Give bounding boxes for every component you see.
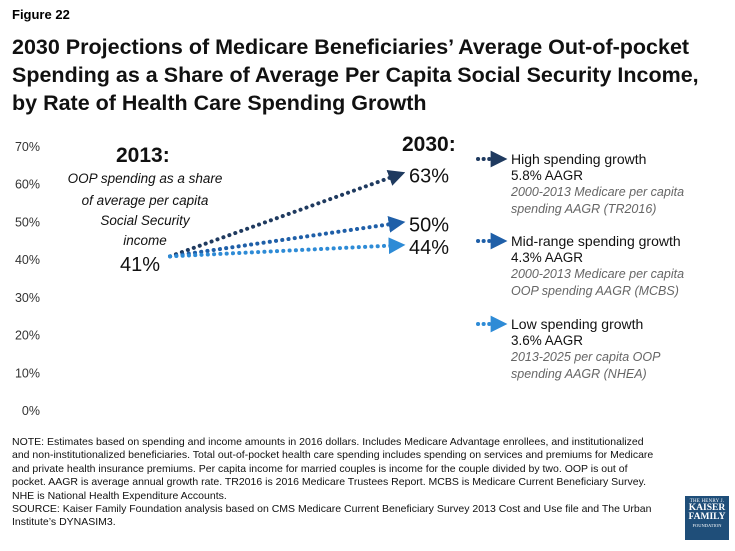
start-caption-line: of average per capita (82, 193, 209, 208)
start-caption-line: Social Security (100, 213, 191, 228)
start-caption-line: OOP spending as a share (68, 171, 223, 186)
y-tick-label: 60% (15, 178, 40, 192)
legend-source-line: spending AAGR (TR2016) (511, 202, 656, 216)
end-value-label: 50% (409, 214, 449, 236)
y-tick-label: 50% (15, 215, 40, 229)
legend-source-line: OOP spending AAGR (MCBS) (511, 284, 679, 298)
logo-line-3: FAMILY (688, 512, 726, 522)
logo-line-2: KAISER (688, 503, 726, 513)
chart-title: 2030 Projections of Medicare Beneficiari… (12, 35, 699, 115)
series-line-0 (168, 169, 406, 259)
logo-line-4: FOUNDATION (692, 523, 722, 528)
legend-rate: 5.8% AAGR (511, 168, 583, 183)
y-tick-label: 0% (22, 404, 40, 418)
legend-series-name: Mid-range spending growth (511, 233, 681, 249)
source-text: SOURCE: Kaiser Family Foundation analysi… (12, 503, 652, 529)
y-tick-label: 70% (15, 140, 40, 154)
logo-line-1: THE HENRY J. (689, 499, 725, 504)
figure-label: Figure 22 (12, 7, 70, 22)
legend-source-line: spending AAGR (NHEA) (511, 367, 647, 381)
kff-logo: THE HENRY J. KAISER FAMILY FOUNDATION (685, 496, 729, 540)
series-line-2 (168, 237, 406, 259)
end-value-label: 63% (409, 165, 449, 187)
end-year-header: 2030: (402, 133, 456, 156)
y-tick-label: 40% (15, 253, 40, 267)
legend-series-name: High spending growth (511, 151, 646, 167)
start-value-label: 41% (120, 254, 160, 276)
y-tick-label: 10% (15, 366, 40, 380)
legend-source-line: 2000-2013 Medicare per capita (510, 267, 684, 281)
end-value-label: 44% (409, 237, 449, 259)
legend-rate: 3.6% AAGR (511, 333, 583, 348)
y-tick-label: 20% (15, 329, 40, 343)
legend-rate: 4.3% AAGR (511, 250, 583, 265)
legend-source-line: 2013-2025 per capita OOP (510, 350, 661, 364)
start-year-header: 2013: (116, 144, 170, 167)
note-text: NOTE: Estimates based on spending and in… (12, 436, 654, 502)
y-tick-label: 30% (15, 291, 40, 305)
legend-source-line: 2000-2013 Medicare per capita (510, 185, 684, 199)
start-caption-line: income (123, 233, 167, 248)
notes: NOTE: Estimates based on spending and in… (12, 436, 662, 530)
series-line-1 (168, 216, 406, 259)
legend-series-name: Low spending growth (511, 316, 643, 332)
